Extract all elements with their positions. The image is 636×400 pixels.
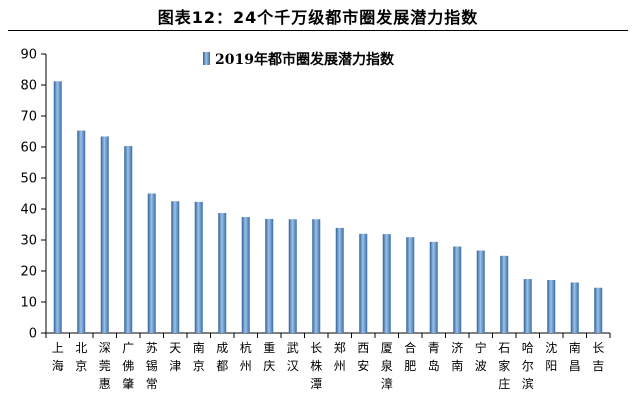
x-tick-label: 南京 [193, 340, 205, 373]
y-tick-label: 10 [20, 296, 37, 311]
x-tick-label: 重庆 [263, 341, 275, 373]
bar [547, 279, 556, 333]
x-tick-label: 长株潭 [310, 341, 322, 391]
x-tick-label: 成都 [216, 341, 228, 373]
bar [523, 279, 532, 333]
y-tick-label: 80 [20, 79, 37, 94]
x-tick-label: 上海 [52, 341, 64, 373]
legend: 2019年都市圈发展潜力指数 [203, 51, 395, 68]
bar [429, 241, 438, 333]
bar [500, 255, 509, 333]
x-tick-label: 杭州 [240, 340, 252, 373]
legend-swatch [203, 52, 210, 65]
x-tick-label: 青岛 [428, 341, 440, 373]
x-tick-label: 广佛肇 [122, 341, 134, 391]
x-tick-label: 苏锡常 [146, 341, 158, 391]
x-tick-label: 郑州 [334, 340, 346, 373]
bar [406, 237, 415, 333]
bar [382, 234, 391, 333]
x-tick-label: 宁波 [475, 340, 487, 373]
bar [476, 250, 485, 333]
bar [124, 146, 133, 333]
x-tick-label: 合肥 [404, 340, 416, 373]
title-rule [8, 30, 628, 31]
figure-title: 图表12：24个千万级都市圈发展潜力指数 [157, 8, 479, 27]
bar [53, 81, 62, 333]
bar [312, 219, 321, 333]
x-tick-label: 济南 [451, 340, 463, 373]
axes [45, 54, 611, 338]
bar [218, 213, 227, 333]
bar [241, 217, 250, 333]
x-tick-label: 长吉 [592, 341, 604, 373]
y-tick-label: 40 [20, 203, 37, 218]
bar [288, 219, 297, 333]
x-tick-label: 厦泉漳 [381, 341, 393, 391]
legend-label: 2019年都市圈发展潜力指数 [215, 51, 395, 68]
x-tick-label: 南昌 [569, 340, 581, 373]
bar [171, 201, 180, 333]
bar [570, 282, 579, 333]
x-axis-labels: 上海北京深莞惠广佛肇苏锡常天津南京成都杭州重庆武汉长株潭郑州西安厦泉漳合肥青岛济… [52, 340, 605, 391]
x-tick-label: 哈尔滨 [522, 341, 534, 391]
bar [147, 193, 156, 333]
y-tick-label: 60 [20, 141, 37, 156]
x-tick-label: 西安 [357, 341, 369, 373]
bar [453, 246, 462, 333]
x-tick-label: 武汉 [287, 341, 299, 373]
bar [335, 227, 344, 333]
x-tick-label: 深莞惠 [99, 341, 111, 391]
y-tick-label: 70 [20, 110, 37, 125]
bar [194, 201, 203, 333]
bar [594, 287, 603, 333]
bar [359, 233, 368, 333]
y-tick-label: 50 [20, 172, 37, 187]
bar [265, 218, 274, 333]
y-axis-ticks: 0 10 20 30 40 50 60 70 80 90 [20, 48, 46, 342]
y-tick-label: 0 [29, 327, 37, 342]
x-tick-label: 北京 [75, 341, 87, 373]
y-tick-label: 20 [20, 265, 37, 280]
y-tick-label: 90 [20, 48, 37, 63]
x-tick-label: 石家庄 [498, 341, 510, 391]
bar [77, 130, 86, 333]
y-tick-label: 30 [20, 234, 37, 249]
bars [53, 81, 603, 333]
x-tick-label: 沈阳 [545, 340, 557, 373]
x-tick-label: 天津 [169, 341, 181, 373]
bar [100, 136, 109, 333]
